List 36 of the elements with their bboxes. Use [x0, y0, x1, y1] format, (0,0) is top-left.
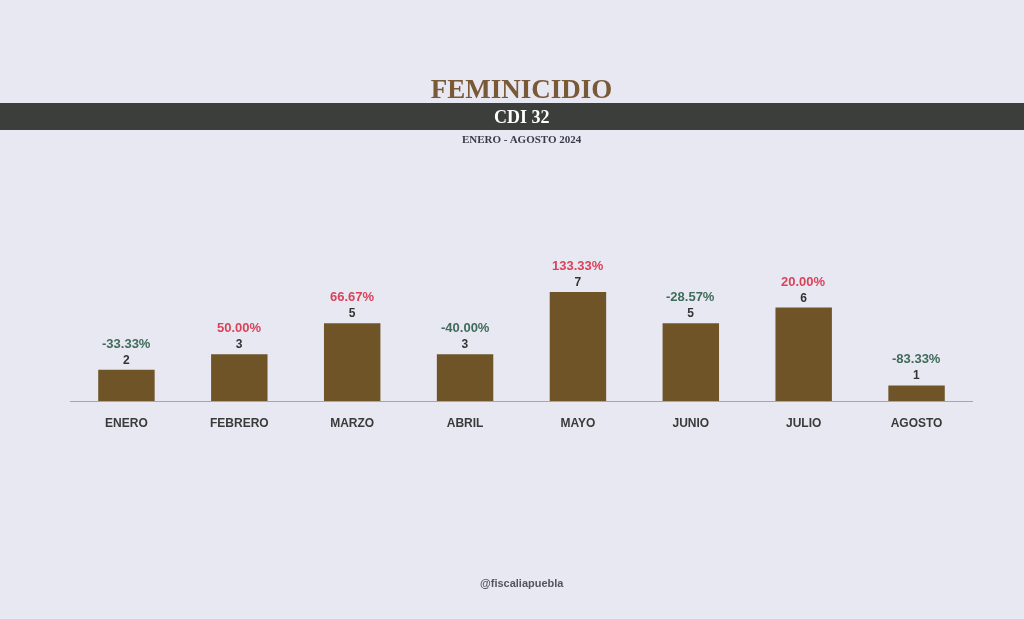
bar	[775, 307, 832, 401]
x-tick-label: JUNIO	[672, 415, 710, 430]
x-tick-label: JULIO	[786, 415, 822, 430]
bar	[98, 369, 155, 401]
annotation: -33.33%	[102, 336, 151, 351]
bar	[549, 292, 607, 401]
data-label: 2	[122, 352, 130, 367]
bar	[211, 354, 268, 401]
x-tick-label: MAYO	[560, 415, 596, 430]
bar	[436, 354, 494, 401]
text: ENERO - AGOSTO 2024	[462, 133, 582, 145]
data-label: 7	[574, 275, 582, 289]
annotation: 50.00%	[217, 320, 262, 335]
data-label: 3	[461, 337, 469, 352]
bar	[662, 323, 720, 401]
x-tick-label: MARZO	[330, 415, 375, 430]
data-label: 5	[687, 306, 695, 321]
chart-subtitle: CDI 32	[494, 107, 550, 127]
data-label: 5	[348, 306, 356, 321]
annotation: -28.57%	[666, 289, 715, 304]
x-tick-label: ABRIL	[446, 415, 484, 430]
annotation: 20.00%	[781, 274, 826, 289]
data-label: 1	[913, 368, 921, 383]
annotation: -40.00%	[441, 320, 490, 335]
annotation: -83.33%	[892, 351, 941, 366]
annotation: 66.67%	[330, 289, 375, 304]
x-tick-label: ENERO	[105, 415, 148, 430]
annotation: 133.33%	[552, 258, 604, 273]
bar	[323, 323, 381, 401]
chart-title: FEMINICIDIO	[430, 74, 613, 105]
x-tick-label: AGOSTO	[890, 415, 943, 430]
data-label: 3	[235, 337, 243, 352]
data-label: 6	[800, 290, 808, 305]
x-tick-label: FEBRERO	[209, 415, 269, 430]
bar	[888, 385, 945, 401]
text: @fiscaliapuebla	[480, 577, 565, 589]
